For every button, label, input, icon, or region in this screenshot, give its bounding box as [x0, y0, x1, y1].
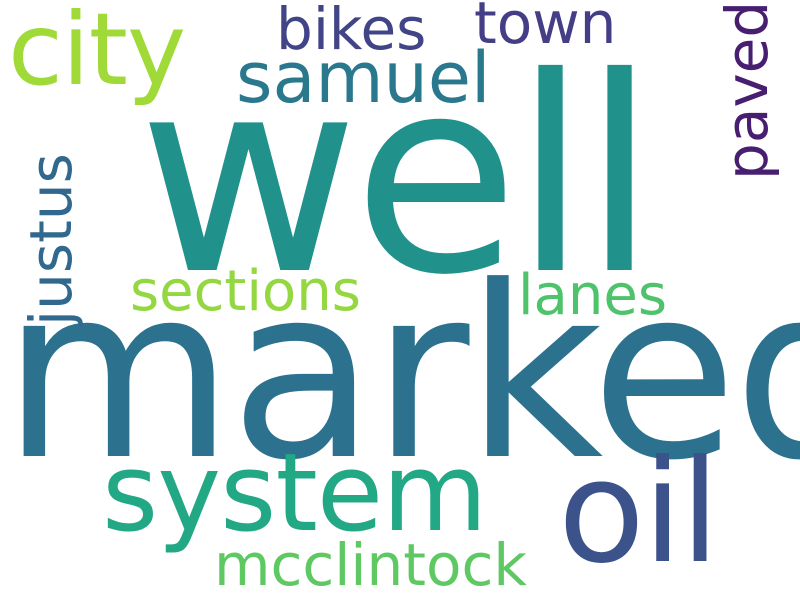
word-city: city: [8, 0, 186, 108]
word-well: well: [138, 19, 657, 334]
word-town: town: [474, 0, 617, 57]
word-samuel: samuel: [236, 37, 491, 119]
word-lanes: lanes: [518, 263, 667, 328]
word-oil: oil: [558, 430, 720, 595]
word-bikes: bikes: [276, 0, 427, 63]
word-system: system: [102, 431, 487, 556]
word-mcclintock: mcclintock: [214, 531, 527, 599]
word-marked: marked: [2, 236, 800, 513]
word-paved: paved: [713, 0, 781, 180]
word-justus: justus: [17, 153, 85, 326]
word-sections: sections: [130, 259, 361, 324]
